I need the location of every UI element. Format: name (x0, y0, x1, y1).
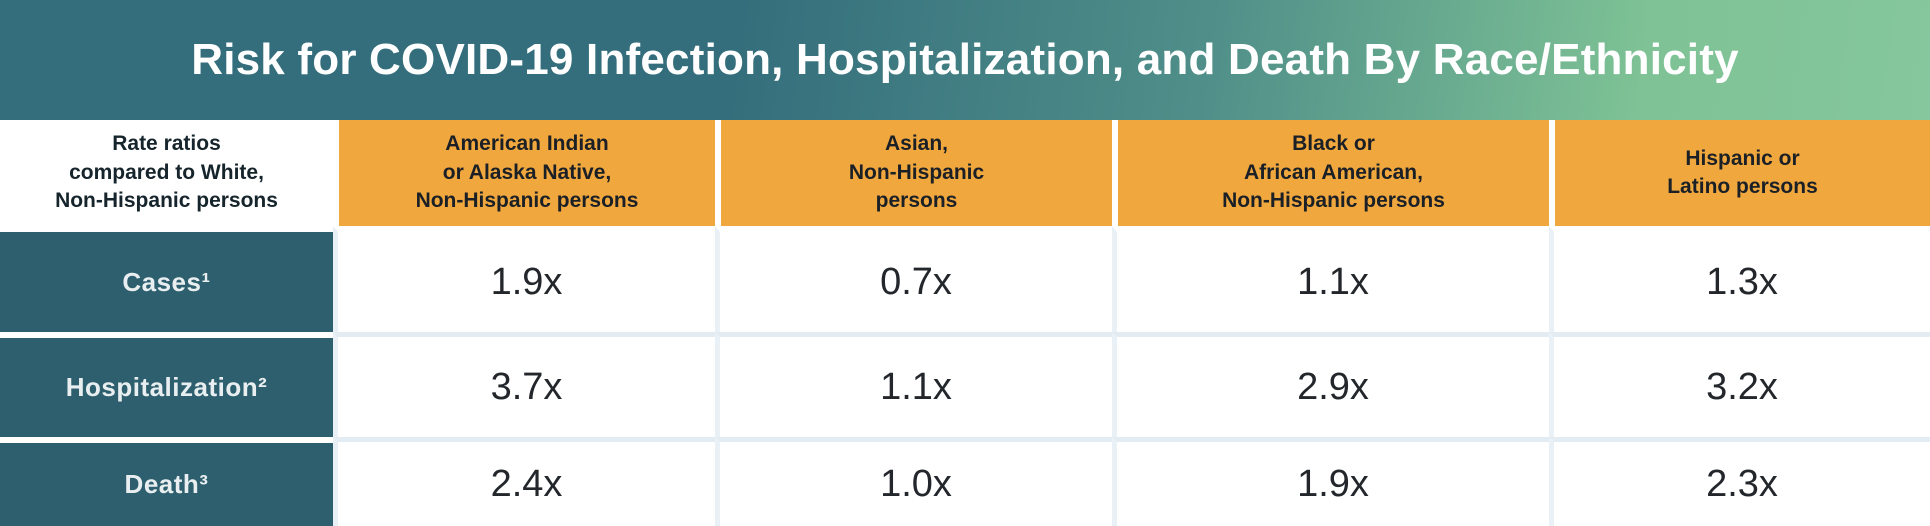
value-death-black: 1.9x (1112, 437, 1549, 526)
page-title: Risk for COVID-19 Infection, Hospitaliza… (191, 35, 1739, 84)
column-header-hispanic-latino: Hispanic or Latino persons (1549, 120, 1930, 226)
value-cases-hispanic: 1.3x (1549, 226, 1930, 332)
column-header-black-african-american: Black or African American, Non-Hispanic … (1112, 120, 1549, 226)
value-hospitalization-american-indian: 3.7x (333, 332, 715, 437)
value-hospitalization-hispanic: 3.2x (1549, 332, 1930, 437)
title-banner: Risk for COVID-19 Infection, Hospitaliza… (0, 0, 1930, 120)
column-header-american-indian-alaska-native: American Indian or Alaska Native, Non-Hi… (333, 120, 715, 226)
value-cases-asian: 0.7x (715, 226, 1112, 332)
column-header-asian: Asian, Non-Hispanic persons (715, 120, 1112, 226)
value-death-american-indian: 2.4x (333, 437, 715, 526)
value-death-hispanic: 2.3x (1549, 437, 1930, 526)
risk-ratio-table: Rate ratios compared to White, Non-Hispa… (0, 120, 1930, 526)
value-death-asian: 1.0x (715, 437, 1112, 526)
row-label-cases: Cases¹ (0, 226, 333, 332)
row-label-death: Death³ (0, 437, 333, 526)
row-label-hospitalization: Hospitalization² (0, 332, 333, 437)
value-hospitalization-black: 2.9x (1112, 332, 1549, 437)
value-cases-black: 1.1x (1112, 226, 1549, 332)
corner-header-rate-ratios: Rate ratios compared to White, Non-Hispa… (0, 120, 333, 226)
value-hospitalization-asian: 1.1x (715, 332, 1112, 437)
value-cases-american-indian: 1.9x (333, 226, 715, 332)
